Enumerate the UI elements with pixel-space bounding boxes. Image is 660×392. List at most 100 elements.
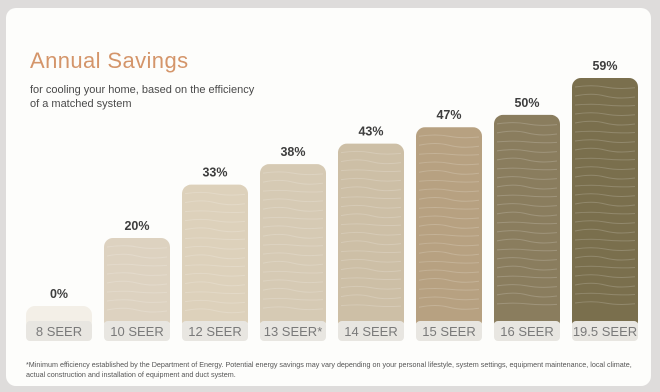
bar-texture bbox=[574, 166, 636, 170]
bar-texture bbox=[262, 287, 324, 293]
bar-texture bbox=[496, 194, 558, 198]
footnote: *Minimum efficiency established by the D… bbox=[26, 360, 632, 379]
bar-texture bbox=[574, 112, 636, 116]
bar-texture bbox=[496, 275, 558, 279]
bar-texture bbox=[496, 130, 558, 136]
bar-texture bbox=[340, 196, 402, 200]
bar-texture bbox=[340, 223, 402, 227]
bar-texture bbox=[340, 267, 402, 273]
category-label: 8 SEER bbox=[36, 324, 82, 339]
category-label: 10 SEER bbox=[110, 324, 163, 339]
bar-texture bbox=[496, 167, 558, 171]
bar bbox=[494, 114, 560, 330]
bar-texture bbox=[418, 242, 480, 247]
chart-subtitle: for cooling your home, based on the effi… bbox=[30, 84, 255, 110]
bar-texture bbox=[340, 213, 402, 219]
bar-texture bbox=[184, 237, 246, 241]
bar-texture bbox=[340, 150, 402, 155]
bar-texture bbox=[574, 282, 636, 288]
bar bbox=[104, 237, 170, 330]
category-label-pill bbox=[338, 321, 404, 341]
bar-texture bbox=[574, 255, 636, 261]
bar-texture bbox=[496, 157, 558, 163]
value-label: 33% bbox=[202, 166, 227, 180]
bar bbox=[572, 78, 638, 330]
category-label: 19.5 SEER bbox=[573, 324, 637, 339]
bar bbox=[260, 164, 326, 330]
bar-texture bbox=[574, 139, 636, 143]
bar-texture bbox=[418, 277, 480, 283]
bar-texture bbox=[262, 206, 324, 212]
bar-texture bbox=[418, 206, 480, 210]
bar-texture bbox=[574, 184, 636, 188]
bar-texture bbox=[574, 103, 636, 107]
bar-texture bbox=[262, 216, 324, 220]
bar-texture bbox=[340, 159, 402, 165]
bar-texture bbox=[418, 223, 480, 229]
bar-texture bbox=[184, 191, 246, 196]
bar-texture bbox=[496, 284, 558, 288]
value-label: 0% bbox=[50, 287, 68, 301]
bar-texture bbox=[574, 93, 636, 99]
category-label-pill bbox=[26, 321, 92, 341]
category-label-pill bbox=[260, 321, 326, 341]
bar-texture bbox=[262, 270, 324, 274]
bar-texture bbox=[496, 221, 558, 225]
bar-texture bbox=[418, 250, 480, 256]
bar-texture bbox=[418, 179, 480, 183]
bar-texture bbox=[262, 225, 324, 230]
value-label: 20% bbox=[124, 219, 149, 233]
bar-texture bbox=[340, 231, 402, 236]
category-label: 13 SEER* bbox=[264, 324, 323, 339]
bar-texture bbox=[418, 304, 480, 310]
category-label: 14 SEER bbox=[344, 324, 397, 339]
bar-texture bbox=[418, 233, 480, 237]
bar-texture bbox=[496, 211, 558, 217]
bar bbox=[338, 143, 404, 330]
bar-texture bbox=[340, 304, 402, 308]
bar-texture bbox=[574, 147, 636, 153]
bar-texture bbox=[262, 297, 324, 301]
category-label: 16 SEER bbox=[500, 324, 553, 339]
bar-texture bbox=[574, 174, 636, 180]
bar-texture bbox=[574, 85, 636, 89]
bar-texture bbox=[418, 188, 480, 193]
bar-texture bbox=[496, 302, 558, 306]
bar-texture bbox=[262, 179, 324, 185]
bar-texture bbox=[340, 177, 402, 182]
bar-texture bbox=[184, 200, 246, 206]
bar-texture bbox=[340, 240, 402, 246]
bar-texture bbox=[106, 245, 168, 249]
bar-texture bbox=[184, 291, 246, 295]
value-label: 59% bbox=[592, 59, 617, 73]
bar-texture bbox=[262, 243, 324, 247]
bar-texture bbox=[106, 290, 168, 294]
bar-texture bbox=[184, 218, 246, 223]
bar-texture bbox=[262, 252, 324, 257]
chart-title: Annual Savings bbox=[30, 48, 189, 73]
bar-texture bbox=[496, 184, 558, 190]
category-label-pill bbox=[104, 321, 170, 341]
bar-texture bbox=[496, 149, 558, 153]
bar-texture bbox=[184, 272, 246, 277]
bar-texture bbox=[106, 272, 168, 276]
bar-texture bbox=[496, 140, 558, 144]
bar-texture bbox=[184, 245, 246, 250]
bar-texture bbox=[418, 169, 480, 175]
bar-texture bbox=[496, 257, 558, 261]
bar-texture bbox=[418, 134, 480, 139]
bar-texture bbox=[496, 203, 558, 207]
bar-texture bbox=[262, 171, 324, 176]
bar-texture bbox=[340, 294, 402, 300]
bar-texture bbox=[106, 280, 168, 286]
bar-texture bbox=[574, 157, 636, 161]
bar-texture bbox=[106, 263, 168, 267]
bar-texture bbox=[574, 220, 636, 224]
bar-texture bbox=[574, 265, 636, 269]
category-label-pill bbox=[572, 321, 638, 341]
bar-texture bbox=[574, 201, 636, 207]
bar-texture bbox=[262, 233, 324, 239]
bar-texture bbox=[574, 228, 636, 234]
bar-texture bbox=[574, 274, 636, 278]
bar-chart: 8 SEER 0% 10 SEER 20% 12 SEER 33% 13 SEER* 38% 1… bbox=[26, 59, 638, 341]
